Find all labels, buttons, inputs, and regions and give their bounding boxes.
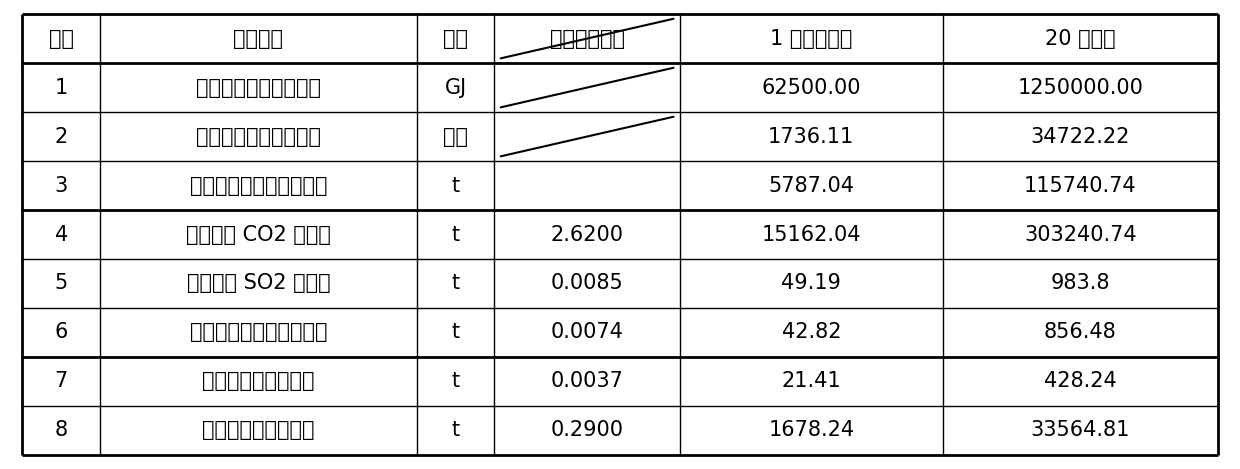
Text: 1: 1	[55, 77, 68, 98]
Text: 6: 6	[55, 323, 68, 342]
Text: 单位: 单位	[443, 29, 469, 49]
Text: 序号: 序号	[48, 29, 73, 49]
Text: 1736.11: 1736.11	[768, 127, 854, 146]
Text: 0.0037: 0.0037	[551, 371, 624, 392]
Text: 太阳能系统年节约电能: 太阳能系统年节约电能	[196, 127, 321, 146]
Text: 34722.22: 34722.22	[1030, 127, 1130, 146]
Text: t: t	[451, 225, 460, 244]
Text: 303240.74: 303240.74	[1024, 225, 1137, 244]
Text: 2.6200: 2.6200	[551, 225, 624, 244]
Text: 4: 4	[55, 225, 68, 244]
Text: 每年减少 CO2 排放量: 每年减少 CO2 排放量	[186, 225, 331, 244]
Text: 33564.81: 33564.81	[1030, 420, 1130, 440]
Text: 428.24: 428.24	[1044, 371, 1116, 392]
Text: 万度: 万度	[443, 127, 469, 146]
Text: t: t	[451, 273, 460, 294]
Text: 每年减少 SO2 排放量: 每年减少 SO2 排放量	[186, 273, 330, 294]
Text: 62500.00: 62500.00	[761, 77, 861, 98]
Text: 21.41: 21.41	[781, 371, 841, 392]
Text: 减排项目: 减排项目	[233, 29, 284, 49]
Text: 每年减少炉渣排放量: 每年减少炉渣排放量	[202, 420, 315, 440]
Text: 0.2900: 0.2900	[551, 420, 624, 440]
Text: 983.8: 983.8	[1050, 273, 1110, 294]
Text: 115740.74: 115740.74	[1024, 175, 1137, 196]
Text: 1 年节能效果: 1 年节能效果	[770, 29, 852, 49]
Text: t: t	[451, 175, 460, 196]
Text: 3: 3	[55, 175, 68, 196]
Text: 15162.04: 15162.04	[761, 225, 861, 244]
Text: 20 年累计: 20 年累计	[1045, 29, 1116, 49]
Text: 每年减少氮化物的排放量: 每年减少氮化物的排放量	[190, 323, 327, 342]
Text: 0.0074: 0.0074	[551, 323, 624, 342]
Text: 1250000.00: 1250000.00	[1017, 77, 1143, 98]
Text: 49.19: 49.19	[781, 273, 841, 294]
Text: t: t	[451, 420, 460, 440]
Text: 5787.04: 5787.04	[769, 175, 854, 196]
Text: t: t	[451, 371, 460, 392]
Text: 太阳能系统年节约燃煤量: 太阳能系统年节约燃煤量	[190, 175, 327, 196]
Text: GJ: GJ	[445, 77, 466, 98]
Text: 节能换算系数: 节能换算系数	[549, 29, 625, 49]
Text: 太阳能系统年总产热量: 太阳能系统年总产热量	[196, 77, 321, 98]
Text: 5: 5	[55, 273, 68, 294]
Text: 1678.24: 1678.24	[769, 420, 854, 440]
Text: t: t	[451, 323, 460, 342]
Text: 每年减少粉尘排放量: 每年减少粉尘排放量	[202, 371, 315, 392]
Text: 856.48: 856.48	[1044, 323, 1116, 342]
Text: 2: 2	[55, 127, 68, 146]
Text: 42.82: 42.82	[781, 323, 841, 342]
Text: 8: 8	[55, 420, 68, 440]
Text: 7: 7	[55, 371, 68, 392]
Text: 0.0085: 0.0085	[551, 273, 624, 294]
